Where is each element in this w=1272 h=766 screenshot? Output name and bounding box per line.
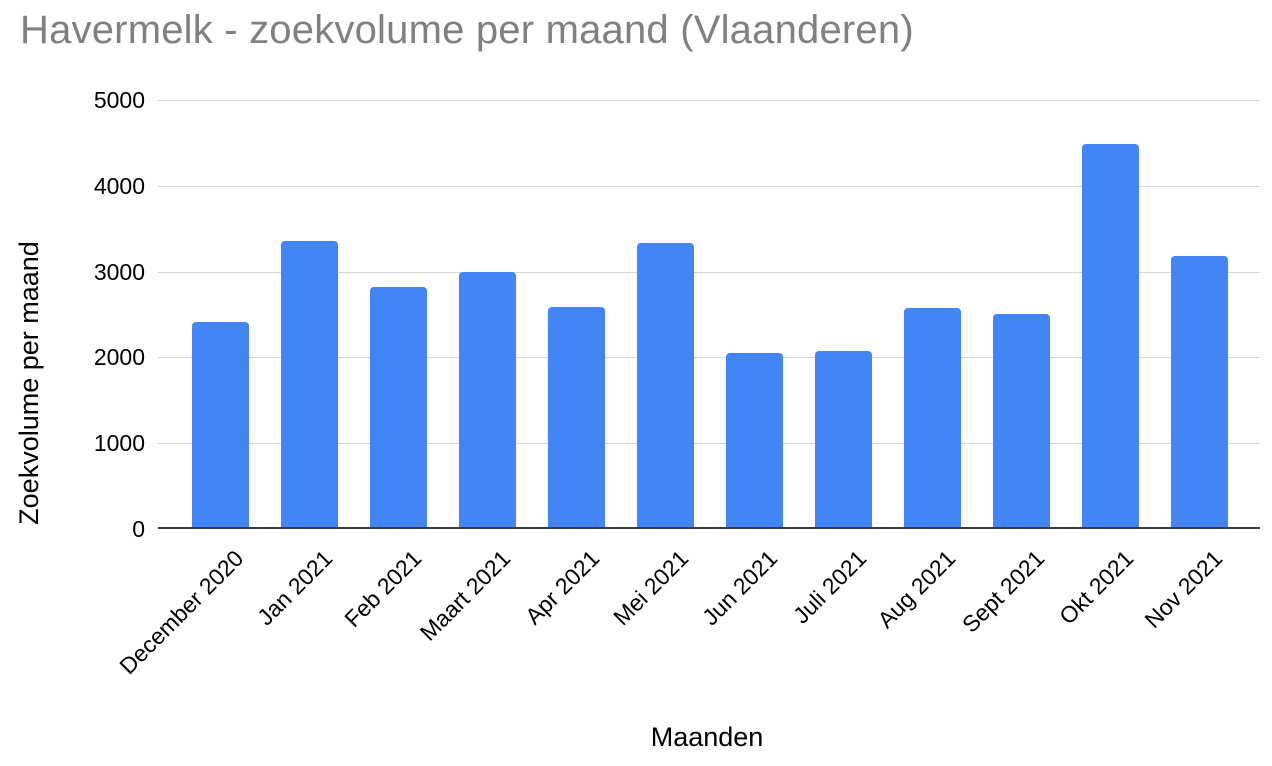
x-tick-label: Apr 2021 — [519, 545, 605, 630]
y-tick-label: 1000 — [93, 430, 145, 457]
bar-jan-2021 — [280, 240, 338, 529]
bar-okt-2021 — [1081, 143, 1139, 529]
y-tick-label: 2000 — [93, 344, 145, 371]
x-tick-label: Okt 2021 — [1053, 545, 1139, 630]
chart-title: Havermelk - zoekvolume per maand (Vlaand… — [20, 8, 914, 52]
bar-apr-2021 — [547, 306, 605, 529]
x-axis-line — [158, 527, 1260, 529]
bar-aug-2021 — [903, 307, 961, 529]
x-tick-label: Sept 2021 — [956, 545, 1050, 638]
x-tick-label: Jan 2021 — [252, 545, 338, 631]
x-tick-label: December 2020 — [114, 545, 249, 680]
y-tick-label: 5000 — [93, 87, 145, 113]
bar-juli-2021 — [814, 351, 872, 529]
x-tick-label: Feb 2021 — [339, 545, 427, 633]
bar-sept-2021 — [992, 313, 1050, 529]
x-tick-label: Nov 2021 — [1139, 545, 1228, 634]
bar-maart-2021 — [458, 271, 516, 529]
bar-feb-2021 — [369, 287, 427, 529]
x-tick-label: Aug 2021 — [872, 545, 961, 634]
plot-area — [158, 100, 1260, 529]
gridline — [158, 443, 1260, 445]
gridline — [158, 100, 1260, 101]
bar-december-2020 — [191, 322, 249, 529]
gridline — [158, 271, 1260, 273]
x-tick-label: Juli 2021 — [787, 545, 872, 629]
y-tick-label: 3000 — [93, 258, 145, 285]
bar-mei-2021 — [636, 243, 694, 529]
x-tick-label: Maart 2021 — [414, 545, 516, 646]
y-axis-title: Zoekvolume per maand — [14, 241, 44, 525]
x-axis-title: Maanden — [650, 722, 764, 752]
gridline — [158, 357, 1260, 359]
bar-nov-2021 — [1170, 256, 1228, 529]
gridline — [158, 185, 1260, 187]
bar-jun-2021 — [725, 353, 783, 529]
y-tick-label: 0 — [132, 516, 145, 542]
y-tick-label: 4000 — [93, 172, 145, 199]
x-tick-label: Mei 2021 — [608, 545, 694, 631]
x-tick-label: Jun 2021 — [697, 545, 783, 631]
